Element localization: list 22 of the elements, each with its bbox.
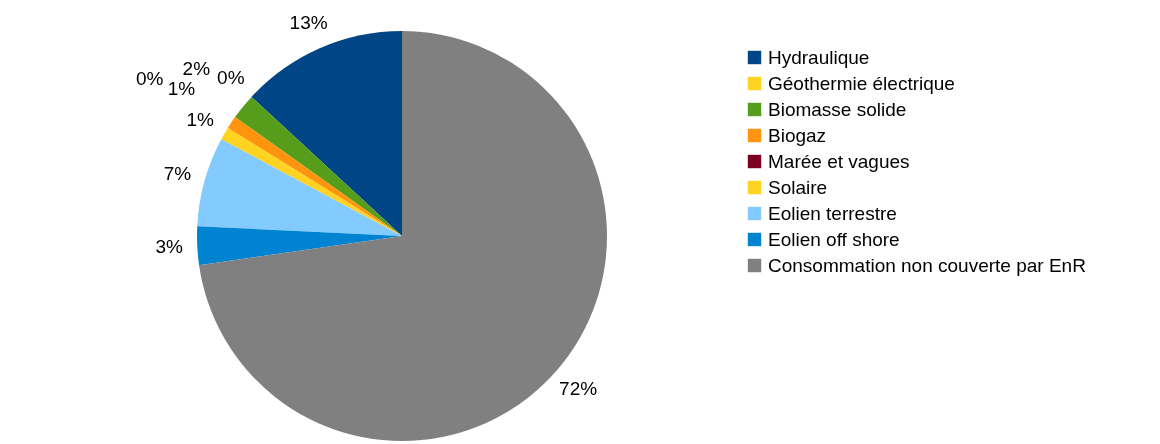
text: 0%: [135, 68, 164, 90]
pie-slice: [235, 96, 402, 236]
legend-label: Eolien terrestre: [768, 202, 897, 224]
legend-label: Biomasse solide: [768, 98, 907, 120]
data-label: 13%: [289, 11, 328, 33]
legend-label: Hydraulique: [768, 46, 870, 68]
legend-label: Biogaz: [768, 124, 827, 146]
data-label: 7%: [163, 162, 192, 184]
data-label: 2%: [182, 57, 211, 79]
legend-label: Eolien off shore: [768, 228, 900, 250]
legend-label: Marée et vagues: [768, 150, 910, 172]
data-label: 72%: [559, 377, 598, 399]
data-label: 1%: [186, 108, 215, 130]
pie-slice: [197, 226, 402, 266]
pie-slice: [251, 31, 402, 236]
data-label: 3%: [155, 236, 184, 258]
legend-label: Solaire: [768, 176, 828, 198]
data-label: 1%: [167, 78, 196, 100]
legend-label: Géothermie électrique: [768, 72, 955, 94]
legend-label: Consommation non couverte par EnR: [768, 254, 1086, 276]
pie-slice: [197, 139, 402, 236]
text: 0%: [217, 66, 245, 88]
